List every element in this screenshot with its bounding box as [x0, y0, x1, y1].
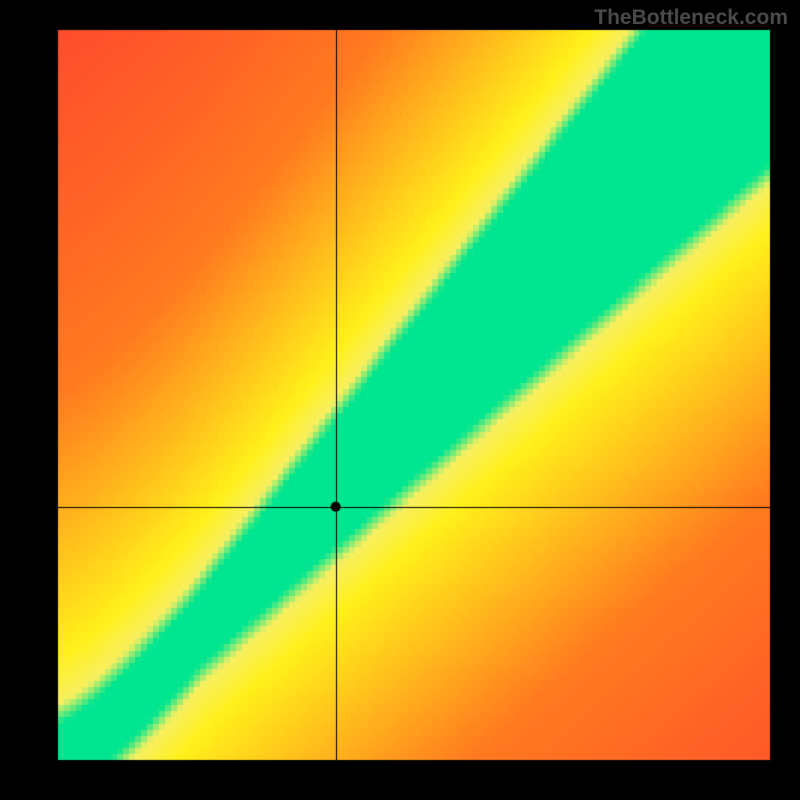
heatmap-canvas [0, 0, 800, 800]
watermark-text: TheBottleneck.com [594, 6, 788, 30]
heatmap-chart [0, 0, 800, 800]
